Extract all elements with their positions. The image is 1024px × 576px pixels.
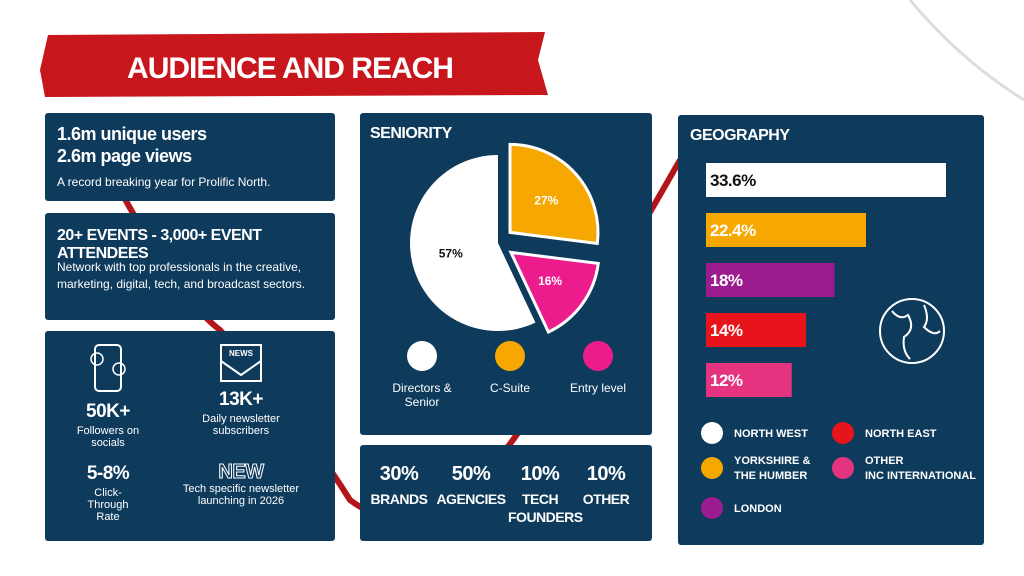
globe-icon <box>879 298 945 364</box>
bar-label: 12% <box>710 371 743 390</box>
reach-panel: 1.6m unique users 2.6m page views A reco… <box>45 113 335 201</box>
seniority-title: SENIORITY <box>370 125 452 142</box>
bar <box>706 313 806 347</box>
legend-label: NORTH EAST <box>865 428 937 440</box>
legend-swatch <box>583 341 613 371</box>
bar-label: 18% <box>710 271 743 290</box>
legend-label: C-Suite <box>490 381 530 395</box>
legend-swatch <box>701 497 723 519</box>
audience-label: TECH FOUNDERS <box>508 491 583 525</box>
stat-label: Daily newsletter subscribers <box>202 413 280 437</box>
legend-label: Entry level <box>570 381 626 395</box>
stat-label: Followers on socials <box>76 425 140 449</box>
legend-label: NORTH WEST <box>734 428 808 440</box>
stat-value: 50K+ <box>86 401 130 422</box>
bar-label: 14% <box>710 321 743 340</box>
stat-value: 13K+ <box>219 389 263 410</box>
icon-text: NEWS <box>229 349 254 358</box>
audience-label: AGENCIES <box>436 491 506 507</box>
audience-value: 50% <box>451 463 491 485</box>
legend-swatch <box>407 341 437 371</box>
legend-label: LONDON <box>734 503 782 515</box>
audience-label: OTHER <box>582 491 630 507</box>
audience-value: 10% <box>586 463 626 485</box>
legend-swatch <box>701 422 723 444</box>
geography-title: GEOGRAPHY <box>690 127 790 144</box>
legend-swatch <box>832 422 854 444</box>
audience-label: BRANDS <box>370 491 428 507</box>
events-panel: 20+ EVENTS - 3,000+ EVENT ATTENDEES Netw… <box>45 213 335 320</box>
pie-label: 57% <box>439 247 463 261</box>
page-title: AUDIENCE AND REACH <box>127 52 453 85</box>
bar <box>706 213 866 247</box>
legend-swatch <box>701 457 723 479</box>
audience-value: 10% <box>520 463 560 485</box>
bar <box>706 363 792 397</box>
stat-value: NEW <box>218 461 265 484</box>
legend-label: OTHER INC INTERNATIONAL <box>865 455 976 482</box>
pie-label: 16% <box>538 274 562 288</box>
seniority-panel: SENIORITY 57% Directors & Senior 27% C-Suite… <box>360 113 652 435</box>
bar-chart: 33.6% NORTH WEST 22.4% YORKSHIRE & THE HUMBE… <box>701 163 976 519</box>
pie-chart: 57% Directors & Senior 27% C-Suite 16% Entry l… <box>392 142 626 409</box>
bar <box>706 163 946 197</box>
geography-panel: GEOGRAPHY 33.6% NORTH WEST 22.4% YORKSHIRE … <box>678 115 984 545</box>
legend-label: Directors & Senior <box>392 381 451 409</box>
legend-label: YORKSHIRE & THE HUMBER <box>734 455 810 482</box>
pie-slice <box>508 250 600 335</box>
pie-label: 27% <box>534 193 558 207</box>
bar <box>706 263 835 297</box>
pie-slice <box>508 142 600 246</box>
audience-panel: 30% BRANDS 50% AGENCIES 10% TECH FOUNDERS 10% O… <box>360 445 652 541</box>
bar-label: 33.6% <box>710 171 756 190</box>
stat-label: Tech specific newsletter launching in 20… <box>182 483 300 507</box>
audience-value: 30% <box>379 463 419 485</box>
pie-slice <box>410 155 536 331</box>
stats-panel: NEWS 50K+ Followers on socials 13K+ Dail… <box>45 331 335 541</box>
events-text: Network with top professionals in the cr… <box>57 260 306 291</box>
stat-label: Click-Through Rate <box>87 487 129 523</box>
stat-value: 5-8% <box>86 463 130 484</box>
reach-line: 1.6m unique users <box>57 124 207 144</box>
legend-swatch <box>495 341 525 371</box>
legend-swatch <box>832 457 854 479</box>
reach-text: A record breaking year for Prolific Nort… <box>57 175 271 189</box>
reach-line: 2.6m page views <box>57 146 192 166</box>
events-title: 20+ EVENTS - 3,000+ EVENT ATTENDEES <box>57 227 262 262</box>
bar-label: 22.4% <box>710 221 756 240</box>
icons: NEWS <box>90 344 262 392</box>
